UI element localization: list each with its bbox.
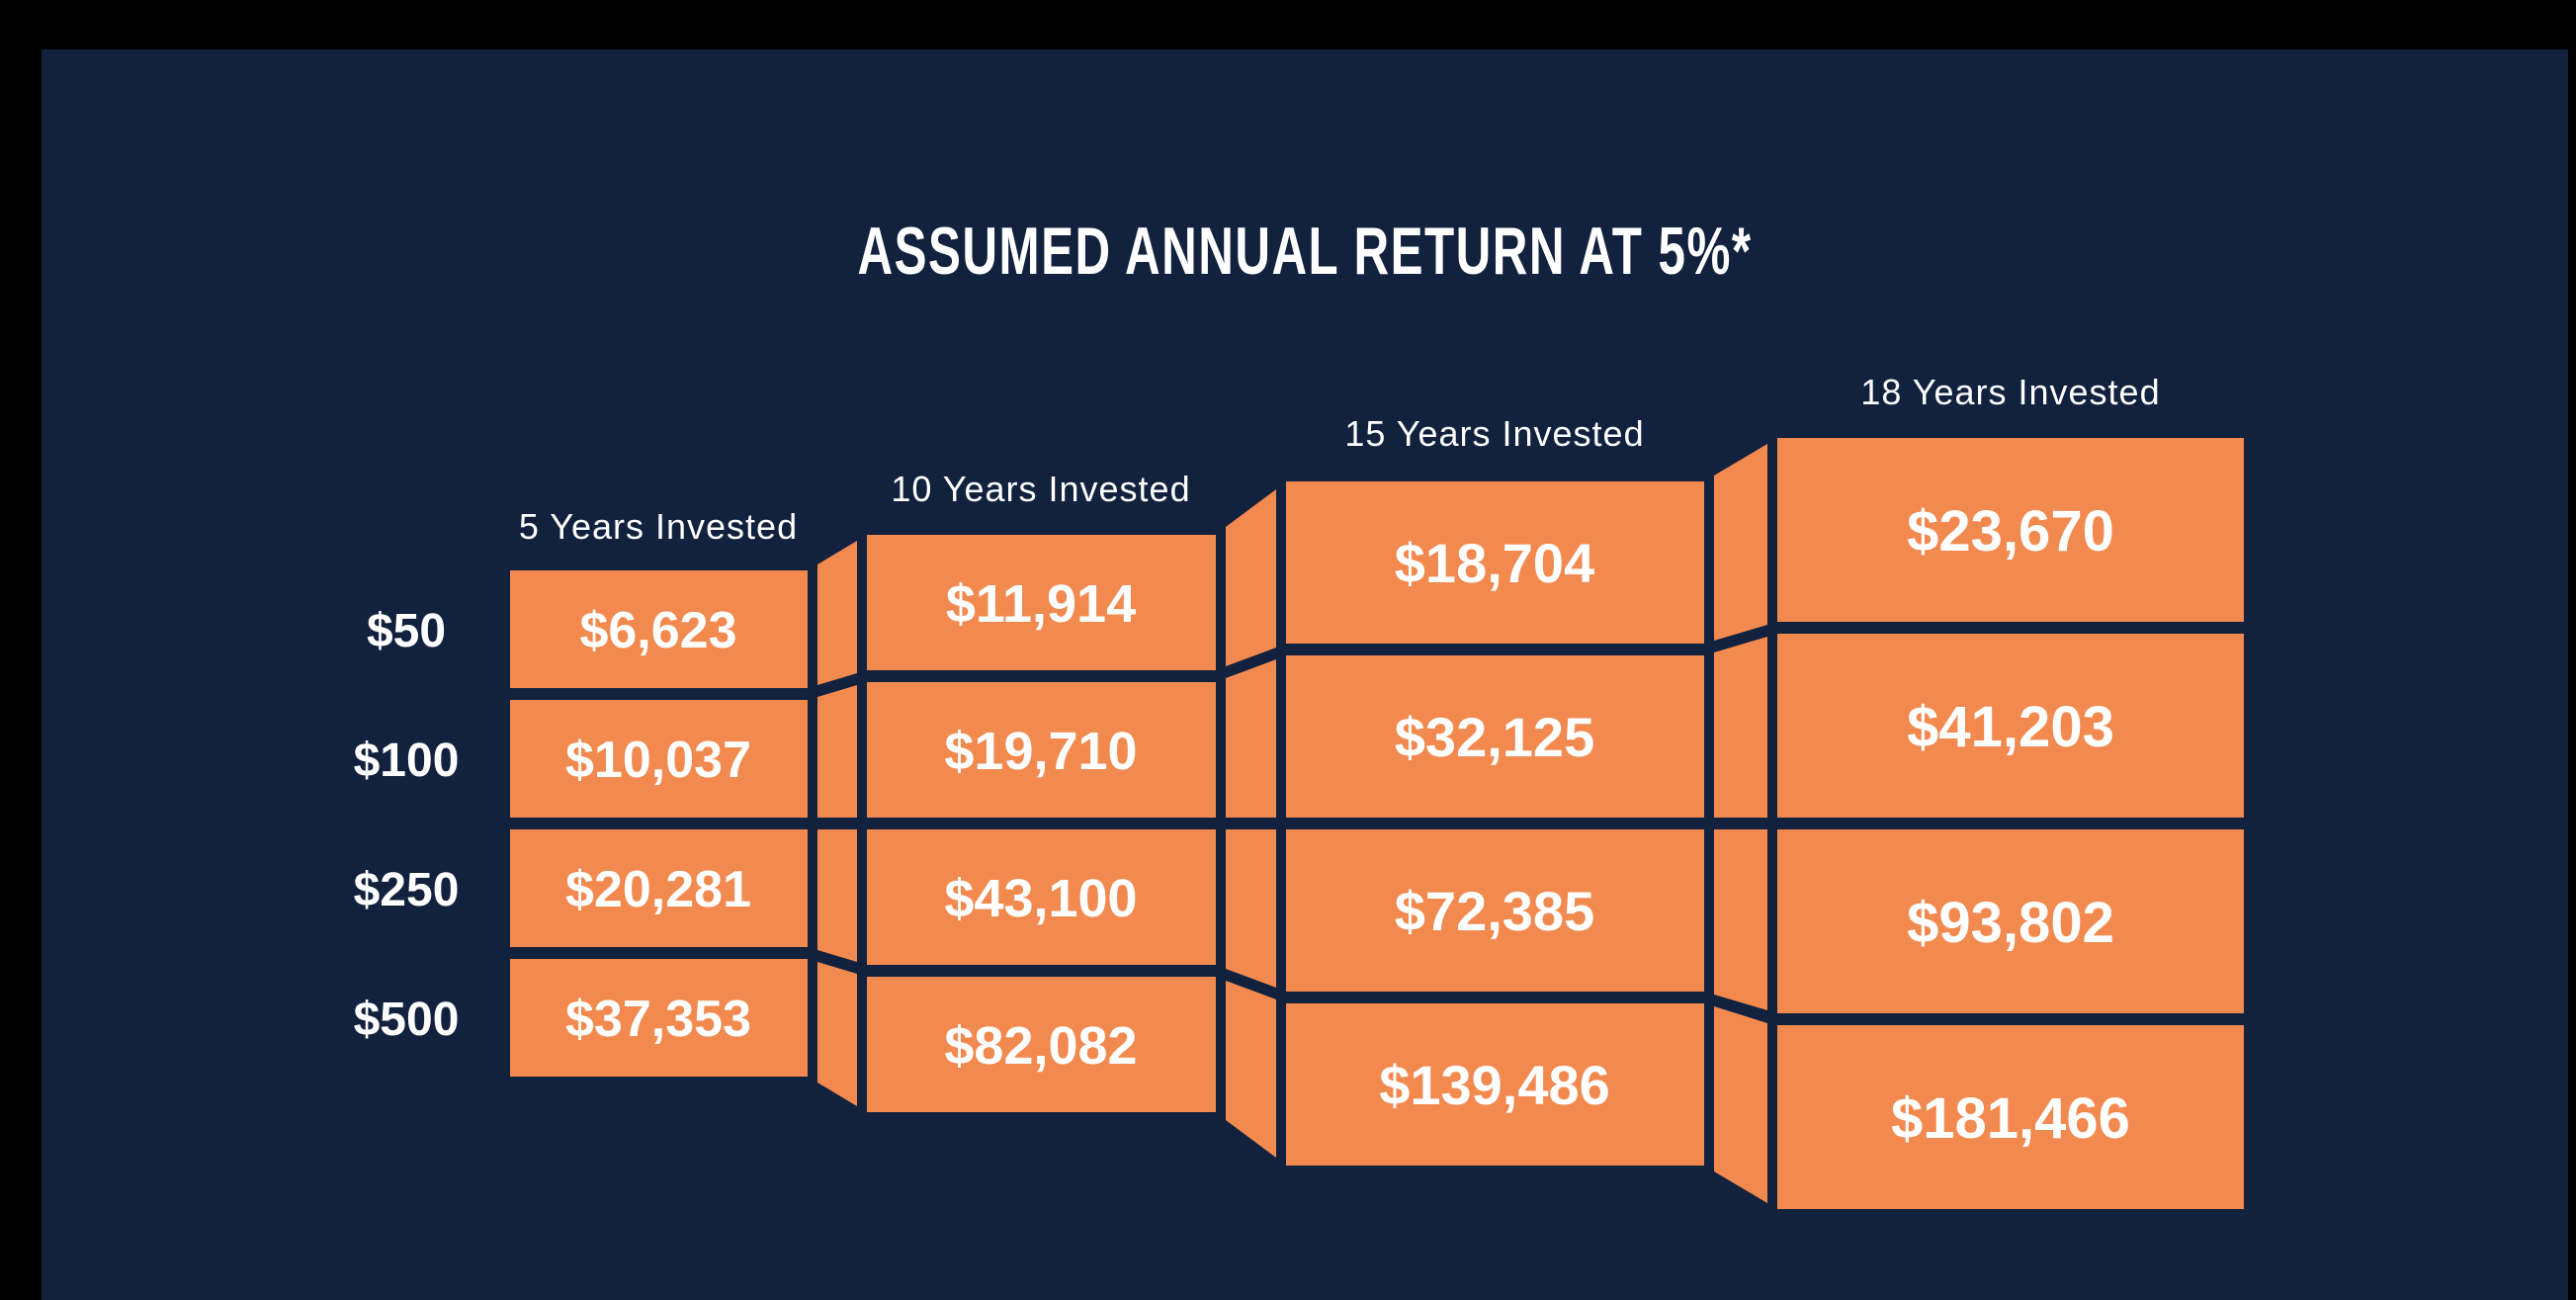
connector-row4-col2-col3 bbox=[1226, 981, 1276, 1158]
column-header-18-years: 18 Years Invested bbox=[1860, 372, 2160, 412]
cell-value-row3-col2: $43,100 bbox=[944, 869, 1137, 928]
row-label-500: $500 bbox=[354, 994, 460, 1046]
value-box-row1-col3 bbox=[1286, 481, 1704, 644]
row-label-250: $250 bbox=[354, 864, 460, 916]
connector-row3-col2-col3 bbox=[1226, 829, 1276, 988]
connector-row4-col1-col2 bbox=[817, 962, 857, 1106]
value-box-row3-col1 bbox=[510, 829, 808, 947]
value-box-row2-col1 bbox=[510, 700, 808, 818]
column-header-10-years: 10 Years Invested bbox=[891, 469, 1190, 509]
row-label-100: $100 bbox=[354, 735, 460, 787]
connector-row2-col1-col2 bbox=[817, 685, 857, 818]
value-box-row4-col1 bbox=[510, 959, 808, 1077]
cell-value-row2-col2: $19,710 bbox=[944, 722, 1137, 781]
cell-value-row2-col1: $10,037 bbox=[565, 732, 751, 789]
connector-row2-col2-col3 bbox=[1226, 659, 1276, 818]
cell-value-row1-col1: $6,623 bbox=[579, 602, 736, 659]
value-box-row2-col2 bbox=[867, 682, 1216, 818]
connector-row3-col1-col2 bbox=[817, 829, 857, 962]
value-box-row3-col2 bbox=[867, 829, 1216, 965]
cell-value-row4-col3: $139,486 bbox=[1379, 1054, 1610, 1116]
connector-row1-col3-col4 bbox=[1714, 444, 1767, 641]
connector-row1-col1-col2 bbox=[817, 541, 857, 685]
cell-value-row3-col1: $20,281 bbox=[565, 861, 751, 918]
value-box-row4-col4 bbox=[1777, 1025, 2244, 1209]
value-box-row4-col3 bbox=[1286, 1003, 1704, 1166]
connector-row1-col2-col3 bbox=[1226, 489, 1276, 666]
connector-row3-col3-col4 bbox=[1714, 829, 1767, 1010]
cell-value-row1-col2: $11,914 bbox=[946, 574, 1136, 634]
value-box-row2-col3 bbox=[1286, 655, 1704, 818]
cell-value-row4-col4: $181,466 bbox=[1891, 1086, 2130, 1151]
chart-title: ASSUMED ANNUAL RETURN AT 5%* bbox=[858, 214, 1753, 289]
connector-row4-col3-col4 bbox=[1714, 1006, 1767, 1203]
connector-row2-col3-col4 bbox=[1714, 637, 1767, 818]
cell-value-row4-col2: $82,082 bbox=[944, 1016, 1137, 1076]
row-label-50: $50 bbox=[367, 605, 446, 657]
value-box-row2-col4 bbox=[1777, 634, 2244, 818]
column-header-15-years: 15 Years Invested bbox=[1344, 413, 1644, 454]
cell-value-row3-col4: $93,802 bbox=[1907, 891, 2114, 955]
cell-value-row2-col3: $32,125 bbox=[1395, 706, 1594, 768]
value-box-row1-col2 bbox=[867, 535, 1216, 670]
value-box-row1-col1 bbox=[510, 570, 808, 688]
value-box-row4-col2 bbox=[867, 977, 1216, 1112]
cell-value-row1-col4: $23,670 bbox=[1907, 499, 2114, 563]
value-box-row3-col4 bbox=[1777, 829, 2244, 1013]
cell-value-row1-col3: $18,704 bbox=[1395, 532, 1594, 594]
value-box-row3-col3 bbox=[1286, 829, 1704, 992]
column-header-5-years: 5 Years Invested bbox=[519, 506, 798, 547]
cell-value-row4-col1: $37,353 bbox=[565, 991, 751, 1048]
cell-value-row2-col4: $41,203 bbox=[1907, 695, 2114, 759]
value-box-row1-col4 bbox=[1777, 438, 2244, 622]
cell-value-row3-col3: $72,385 bbox=[1395, 880, 1594, 942]
